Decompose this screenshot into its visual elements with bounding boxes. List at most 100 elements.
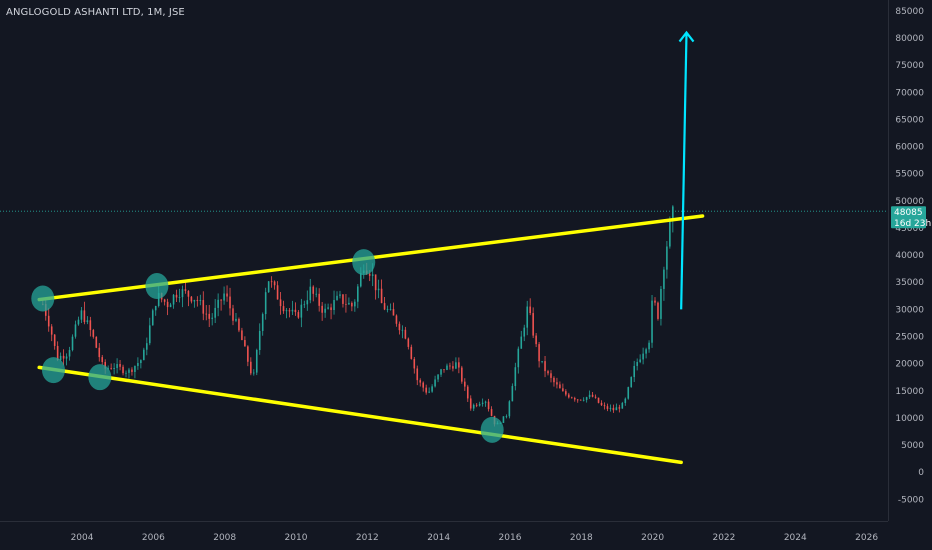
candle-body xyxy=(446,365,448,370)
candle-body xyxy=(116,364,118,369)
candle-body xyxy=(175,294,178,298)
candle-body xyxy=(241,330,243,341)
candle-body xyxy=(119,364,121,367)
candle-body xyxy=(419,380,422,383)
candle-body xyxy=(324,308,326,313)
candle-body xyxy=(639,359,641,363)
highlight-ellipse[interactable] xyxy=(31,285,55,312)
candle-body xyxy=(428,391,430,393)
candle-body xyxy=(404,329,407,339)
candle-body xyxy=(449,365,451,367)
candle-body xyxy=(413,358,416,369)
candle-body xyxy=(65,356,68,359)
candle-body xyxy=(660,288,662,319)
candle-body xyxy=(389,309,392,310)
price-tick-label: 35000 xyxy=(895,278,924,288)
candle-body xyxy=(472,404,475,409)
candle-body xyxy=(484,401,487,403)
time-tick-label: 2022 xyxy=(712,533,735,543)
candle-body xyxy=(202,300,205,314)
candle-body xyxy=(585,397,588,400)
price-tick-label: 10000 xyxy=(895,414,924,424)
candle-body xyxy=(137,363,139,366)
candle-body xyxy=(538,344,540,362)
candle-body xyxy=(475,404,478,406)
candle-body xyxy=(261,314,264,331)
candle-body xyxy=(368,273,371,276)
candle-body xyxy=(223,293,225,301)
trendline-lower[interactable] xyxy=(37,365,683,465)
candle-body xyxy=(559,384,561,389)
candle-body xyxy=(573,397,576,400)
candle-body xyxy=(300,304,303,318)
price-tick-label: 5000 xyxy=(901,441,924,451)
arrow-shaft[interactable] xyxy=(680,32,688,310)
candle-body xyxy=(211,317,213,319)
candle-body xyxy=(582,399,585,401)
candle-body xyxy=(98,347,101,358)
candle-body xyxy=(321,305,323,313)
price-tick-label: 15000 xyxy=(895,387,924,397)
time-tick-label: 2024 xyxy=(784,533,807,543)
candle-body xyxy=(594,396,597,398)
candle-body xyxy=(255,350,258,373)
candle-body xyxy=(452,366,454,369)
time-tick-label: 2026 xyxy=(855,533,878,543)
candle-body xyxy=(244,340,246,347)
candle-body xyxy=(80,310,83,320)
candle-body xyxy=(273,281,276,286)
candle-body xyxy=(250,361,252,374)
candle-body xyxy=(410,346,413,359)
candle-body xyxy=(169,304,172,308)
candle-body xyxy=(588,394,591,398)
candle-body xyxy=(431,386,433,392)
candle-body xyxy=(62,355,65,359)
candle-body xyxy=(122,366,124,374)
candle-body xyxy=(529,306,531,314)
time-tick-label: 2016 xyxy=(499,533,522,543)
arrow-head[interactable] xyxy=(678,30,695,43)
candle-body xyxy=(309,286,312,301)
time-axis[interactable]: 2004 2006 2008 2010 2012 2014 2016 2018 2020 2022… xyxy=(71,533,879,543)
candle-body xyxy=(672,206,674,220)
price-axis[interactable]: 8500080000750007000065000600005500050000… xyxy=(895,7,924,505)
price-tick-label: 25000 xyxy=(895,332,924,342)
candle-body xyxy=(654,300,656,303)
candle-body xyxy=(666,246,668,270)
highlight-ellipse[interactable] xyxy=(145,273,169,300)
candle-body xyxy=(151,310,154,326)
candle-body xyxy=(327,307,329,309)
candle-body xyxy=(425,387,427,393)
candle-body xyxy=(267,281,270,293)
candle-body xyxy=(615,407,618,411)
candle-body xyxy=(517,348,520,368)
price-tick-label: 65000 xyxy=(895,115,924,125)
candle-body xyxy=(458,362,460,368)
candle-body xyxy=(163,299,166,302)
candle-body xyxy=(125,372,127,374)
highlight-ellipse[interactable] xyxy=(41,357,65,384)
highlights-layer[interactable] xyxy=(31,249,504,443)
candle-body xyxy=(148,325,151,344)
candle-body xyxy=(550,373,552,378)
candle-body xyxy=(229,296,231,309)
candle-body xyxy=(532,313,534,336)
arrow-layer[interactable] xyxy=(678,30,695,310)
candle-body xyxy=(407,338,410,347)
candle-body xyxy=(651,300,653,343)
highlight-ellipse[interactable] xyxy=(480,416,504,443)
candle-body xyxy=(663,269,665,289)
candle-body xyxy=(146,343,148,350)
bar-countdown-label: 16d 23h xyxy=(894,219,931,229)
highlight-ellipse[interactable] xyxy=(352,249,376,276)
candle-body xyxy=(196,300,199,302)
candle-body xyxy=(357,286,359,302)
candle-body xyxy=(291,309,294,312)
candle-body xyxy=(348,302,350,305)
highlight-ellipse[interactable] xyxy=(88,364,112,391)
time-tick-label: 2012 xyxy=(356,533,379,543)
candle-body xyxy=(288,310,291,312)
candle-body xyxy=(600,402,603,406)
candle-body xyxy=(621,402,624,409)
